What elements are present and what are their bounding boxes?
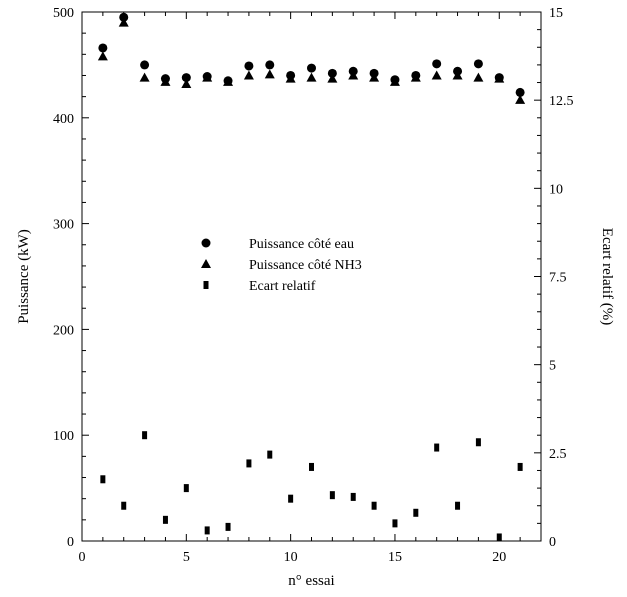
data-point	[223, 76, 234, 86]
legend-marker	[201, 238, 211, 248]
data-point	[140, 60, 150, 70]
data-point	[119, 12, 129, 22]
data-point	[494, 73, 505, 83]
y-right-tick-label: 10	[549, 182, 563, 197]
y-right-axis-title: Ecart relatif (%)	[599, 228, 615, 325]
data-point	[348, 70, 359, 80]
plot-axes: 0 5 10 15 20010020030040050002.557.51012.515…	[16, 6, 615, 589]
data-point	[307, 63, 316, 73]
y-right-tick-label: 12.5	[549, 94, 574, 109]
data-point	[244, 61, 254, 71]
data-point	[413, 508, 419, 517]
data-point	[327, 73, 338, 83]
data-point	[98, 43, 108, 53]
y-right-tick-label: 7.5	[549, 271, 567, 286]
y-left-tick-label: 300	[53, 218, 74, 233]
data-point	[410, 72, 421, 82]
data-point	[434, 443, 440, 452]
y-right-tick-label: 5	[549, 359, 556, 374]
data-point	[455, 501, 461, 510]
y-left-tick-label: 0	[67, 535, 74, 550]
data-point	[264, 69, 275, 79]
y-left-tick-label: 200	[53, 323, 74, 338]
x-tick-label: 0	[79, 550, 86, 565]
data-point	[475, 438, 481, 447]
data-point	[329, 491, 335, 500]
data-point	[181, 73, 191, 83]
data-point	[121, 501, 127, 510]
data-point	[162, 515, 168, 524]
data-point	[267, 450, 273, 459]
legend-label: Puissance côté eau	[249, 237, 354, 252]
data-point	[517, 462, 523, 471]
data-point	[183, 484, 189, 493]
data-point	[118, 17, 129, 27]
data-point	[350, 492, 356, 501]
data-point	[327, 68, 337, 78]
data-point	[432, 59, 442, 69]
x-tick-label: 20	[492, 550, 506, 565]
legend: Puissance côté eau Puissance côté NH3 Ecar…	[201, 237, 362, 294]
y-right-tick-label: 15	[549, 6, 563, 21]
data-point	[306, 72, 317, 82]
y-right-tick-label: 2.5	[549, 447, 567, 462]
data-point	[142, 431, 148, 440]
y-right-tick-label: 0	[549, 535, 556, 550]
data-point	[392, 519, 398, 528]
legend-marker	[203, 281, 209, 289]
data-point	[139, 72, 150, 82]
data-point	[97, 51, 108, 61]
data-point	[285, 73, 296, 83]
y-left-tick-label: 500	[53, 6, 74, 21]
x-tick-label: 5	[183, 550, 190, 565]
plot-marks	[97, 12, 526, 542]
data-point	[515, 87, 525, 97]
x-tick-label: 15	[388, 550, 402, 565]
data-point	[204, 526, 210, 535]
data-point	[515, 94, 526, 104]
data-point	[473, 59, 483, 69]
legend-marker	[201, 259, 211, 268]
data-point	[243, 70, 254, 80]
x-axis-title: n° essai	[288, 573, 334, 589]
data-point	[100, 475, 106, 484]
legend-label: Ecart relatif	[249, 279, 316, 294]
data-point	[389, 76, 400, 86]
series-1	[97, 17, 526, 104]
x-tick-label: 10	[284, 550, 298, 565]
data-point	[202, 72, 213, 82]
y-left-tick-label: 100	[53, 429, 74, 444]
y-left-axis-title: Puissance (kW)	[16, 229, 32, 324]
data-point	[496, 533, 502, 542]
data-point	[369, 72, 380, 82]
data-point	[160, 76, 171, 86]
legend-label: Puissance côté NH3	[249, 258, 362, 273]
data-point	[473, 72, 484, 82]
series-2	[100, 431, 523, 542]
data-point	[246, 459, 252, 468]
data-point	[309, 462, 314, 471]
data-point	[288, 494, 294, 503]
y-left-tick-label: 400	[53, 112, 74, 127]
data-point	[181, 78, 192, 88]
data-point	[431, 70, 442, 80]
data-point	[265, 60, 275, 70]
data-point	[225, 522, 231, 531]
plot-frame	[81, 11, 542, 542]
data-point	[452, 70, 463, 80]
data-point	[371, 501, 377, 510]
